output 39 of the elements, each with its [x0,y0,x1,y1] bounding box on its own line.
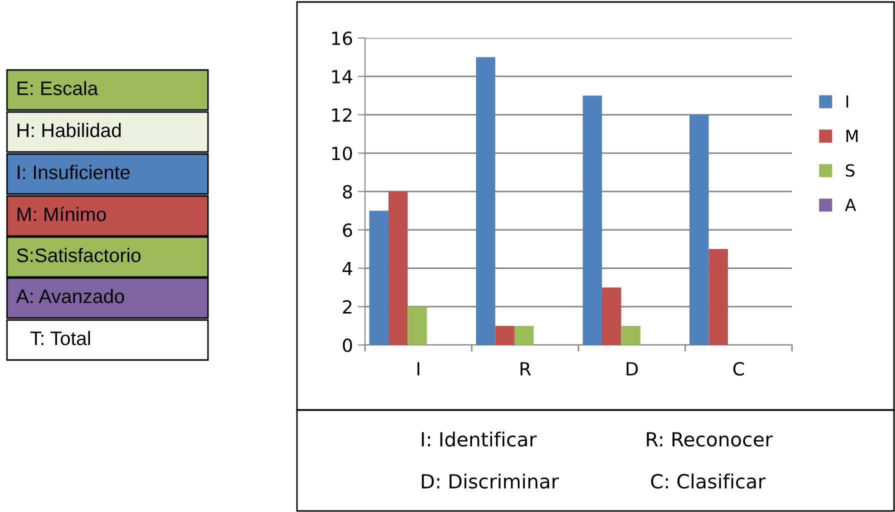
text: E: Escala [18,80,98,96]
bar [582,96,602,345]
y-tick-label: 2 [343,300,352,314]
legend-label: S [846,164,854,177]
x-tick-label: C [733,362,744,376]
y-tick-label: 10 [332,146,352,160]
bar [514,326,534,345]
text: D: Discriminar [422,474,559,489]
text: I: Identificar [422,432,537,447]
x-tick-label: I [417,362,420,376]
text: C: Clasificar [651,474,766,489]
x-tick-label: D [626,362,638,376]
bar [708,249,728,345]
bar [495,326,514,345]
text: T: Total [30,330,90,346]
text: R: Reconocer [646,432,773,447]
y-tick-label: 8 [342,184,352,199]
legend-label: A [844,198,856,211]
text: S:Satisfactorio [16,248,141,262]
bar [408,306,427,345]
y-tick-label: 16 [332,31,352,46]
text: M: Mínimo [18,206,106,222]
legend-label: M [846,130,858,142]
bar [476,57,496,345]
y-tick-label: 4 [342,262,352,276]
bar [690,114,709,345]
text: A: Avanzado [16,288,124,304]
y-tick-label: 12 [332,108,352,122]
text: I: Insuficiente [18,164,130,180]
x-tick-label: R [520,362,531,376]
text: H: Habilidad [18,122,121,138]
bar [388,192,408,345]
y-tick-label: 6 [342,223,352,237]
bar [602,287,622,345]
y-tick-label: 14 [332,70,352,84]
legend-label: I [846,95,848,108]
bar [621,326,640,345]
bar [369,210,388,345]
y-tick-label: 0 [342,338,352,352]
